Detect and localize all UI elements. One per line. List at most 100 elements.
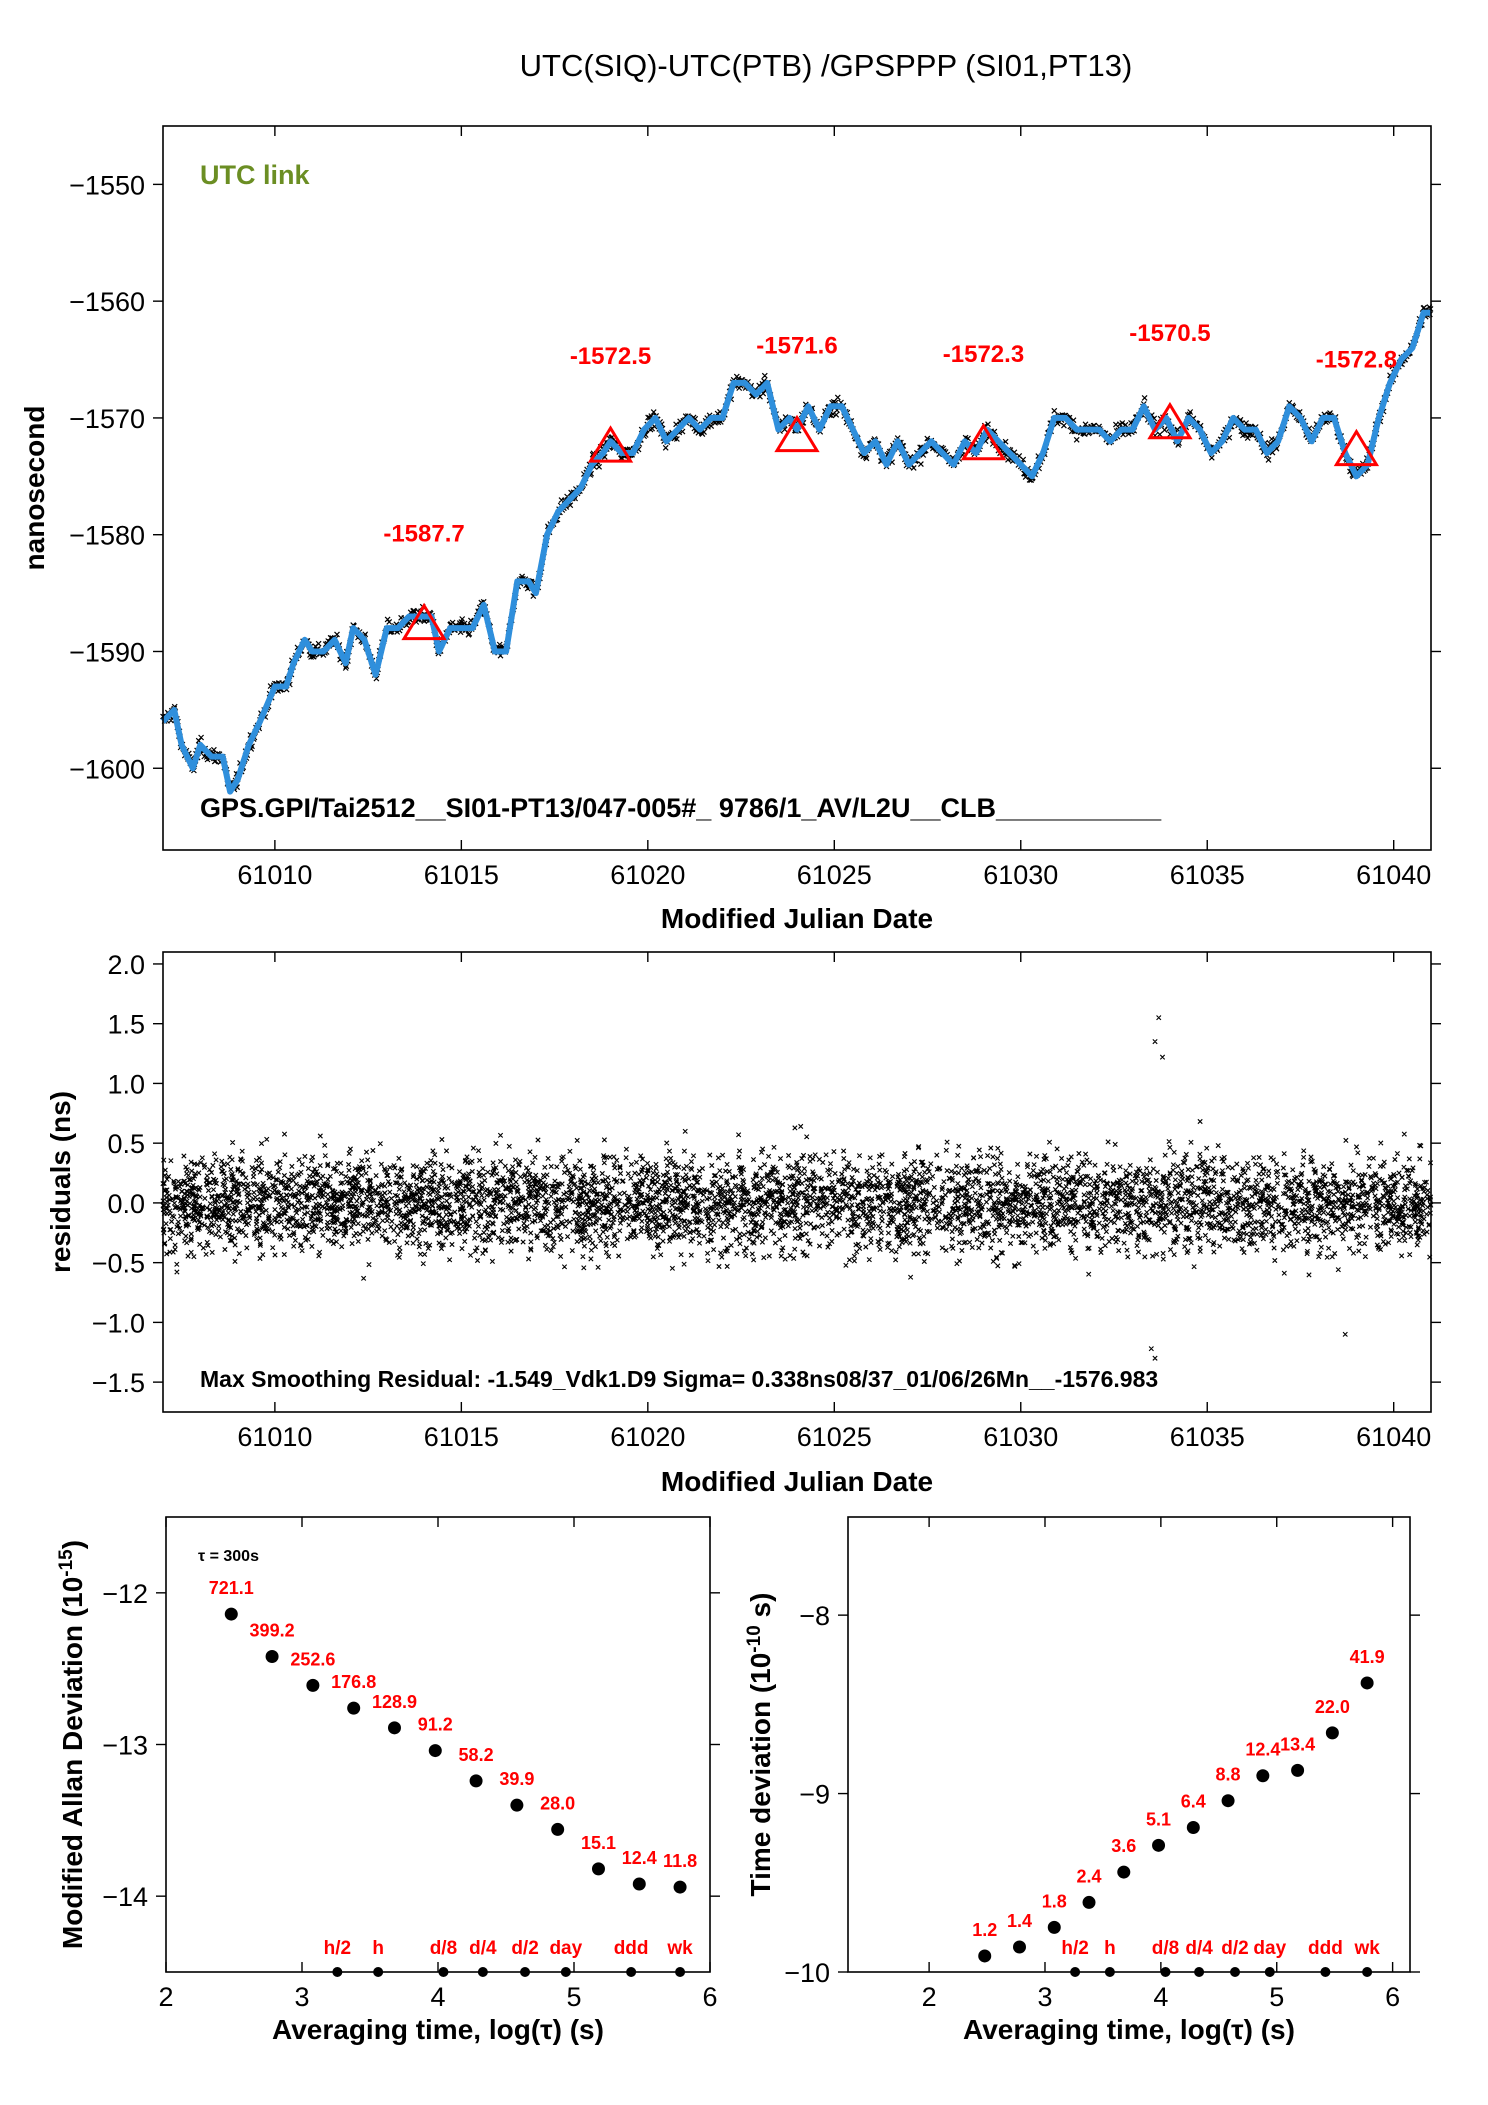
time-mark-label: h/2 <box>324 1938 351 1959</box>
y-tick-label: −1.0 <box>92 1308 145 1338</box>
x-tick-label: 61040 <box>1356 860 1431 890</box>
time-mark-dot <box>438 1967 449 1977</box>
marker-triangle <box>960 422 1007 461</box>
deviation-point <box>1221 1794 1235 1808</box>
deviation-point <box>224 1607 238 1621</box>
x-tick-label: 61015 <box>424 1422 499 1452</box>
time-mark-dot <box>1160 1967 1171 1977</box>
y-axis-label: residuals (ns) <box>45 1091 76 1273</box>
point-label: 176.8 <box>331 1672 376 1692</box>
deviation-point <box>510 1798 524 1812</box>
y-axis-label-exponent: -15 <box>56 1549 77 1577</box>
point-label: 252.6 <box>290 1649 335 1669</box>
y-tick-label: −1570 <box>69 404 145 434</box>
deviation-point <box>1291 1763 1305 1777</box>
time-mark-dot <box>477 1967 488 1977</box>
y-tick-label: −1.5 <box>92 1368 145 1398</box>
point-label: 12.4 <box>622 1848 657 1868</box>
point-label: 1.4 <box>1007 1911 1032 1931</box>
deviation-point <box>632 1877 646 1891</box>
x-axis-label: Modified Julian Date <box>661 903 933 934</box>
link-series-line <box>160 309 1431 795</box>
x-axis-label: Modified Julian Date <box>661 1466 933 1497</box>
x-tick-label: 6 <box>1385 1982 1400 2012</box>
x-tick-label: 61035 <box>1170 1422 1245 1452</box>
x-tick-label: 61020 <box>610 1422 685 1452</box>
y-tick-label: −14 <box>102 1882 148 1912</box>
residuals-panel: 61010 61015 61020 61025 61030 61035 61040 2.0 1.… <box>45 950 1441 1497</box>
deviation-point <box>673 1880 687 1894</box>
marker-triangle <box>1147 401 1193 440</box>
time-mark-label: h <box>1104 1938 1116 1959</box>
x-tick-label: 5 <box>1269 1982 1284 2012</box>
marker-label: -1587.7 <box>383 521 464 548</box>
point-label: 399.2 <box>250 1621 295 1641</box>
time-mark-dot <box>560 1967 571 1977</box>
deviation-point <box>387 1721 401 1735</box>
time-mark-label: d/8 <box>430 1938 457 1959</box>
point-label: 128.9 <box>372 1692 417 1712</box>
link-footer: GPS.GPI/Tai2512__SI01-PT13/047-005#_ 978… <box>200 793 1162 823</box>
x-axis-label: Averaging time, log(τ) (s) <box>963 2014 1295 2045</box>
marker-label: -1572.3 <box>943 341 1024 368</box>
time-mark-label: d/8 <box>1152 1938 1179 1959</box>
x-tick-label: 61010 <box>237 1422 312 1452</box>
y-axis-label-main: Modified Allan Deviation (10 <box>57 1577 88 1949</box>
x-axis-label: Averaging time, log(τ) (s) <box>272 2014 604 2045</box>
marker-triangle <box>774 414 820 453</box>
x-tick-label: 3 <box>294 1982 309 2012</box>
x-tick-label: 61020 <box>610 860 685 890</box>
y-tick-label: −1550 <box>69 170 145 200</box>
point-label: 721.1 <box>209 1578 254 1598</box>
point-label: 1.8 <box>1042 1891 1067 1911</box>
y-tick-label: 1.0 <box>107 1069 145 1099</box>
point-label: 28.0 <box>540 1793 575 1813</box>
deviation-point <box>1012 1940 1026 1954</box>
deviation-point <box>591 1862 605 1876</box>
time-mark-dot <box>1230 1967 1241 1977</box>
y-tick-label: 2.0 <box>107 950 145 980</box>
time-mark-label: day <box>549 1938 582 1959</box>
marker-triangle <box>587 425 634 463</box>
y-tick-label: −0.5 <box>92 1249 145 1279</box>
y-tick-label: −1590 <box>69 637 145 667</box>
deviation-point <box>265 1650 279 1664</box>
deviation-point <box>428 1744 442 1758</box>
point-label: 39.9 <box>499 1769 534 1789</box>
y-tick-label: −9 <box>799 1780 830 1810</box>
time-mark-label: d/4 <box>1185 1938 1213 1959</box>
point-label: 91.2 <box>418 1715 453 1735</box>
time-mark-label: ddd <box>614 1938 649 1959</box>
marker-triangle <box>401 602 447 641</box>
point-label: 8.8 <box>1216 1765 1241 1785</box>
plot-frame <box>162 951 1432 1413</box>
time-mark-dot <box>675 1967 686 1977</box>
time-mark-dot <box>626 1967 637 1977</box>
x-tick-label: 3 <box>1037 1982 1052 2012</box>
y-tick-label: −1560 <box>69 287 145 317</box>
deviation-point <box>978 1949 992 1963</box>
time-mark-dot <box>1194 1967 1205 1977</box>
marker-label: -1572.8 <box>1316 347 1397 374</box>
x-tick-label: 61010 <box>237 860 312 890</box>
deviation-point <box>1152 1838 1166 1852</box>
time-mark-dot <box>1104 1967 1115 1977</box>
time-mark-label: h <box>372 1938 384 1959</box>
time-mark-dot <box>1362 1967 1373 1977</box>
point-label: 1.2 <box>972 1920 997 1940</box>
link-panel: 61010 61015 61020 61025 61030 61035 61040 −1550… <box>19 125 1441 934</box>
x-tick-label: 61025 <box>797 1422 872 1452</box>
time-mark-dot <box>332 1967 343 1977</box>
deviation-point <box>551 1822 565 1836</box>
marker-label: -1570.5 <box>1129 320 1210 347</box>
deviation-point <box>1047 1920 1061 1934</box>
time-mark-label: ddd <box>1308 1938 1343 1959</box>
x-tick-label: 61015 <box>424 860 499 890</box>
point-label: 5.1 <box>1146 1809 1171 1829</box>
time-mark-label: wk <box>1353 1938 1380 1959</box>
point-label: 3.6 <box>1111 1836 1136 1856</box>
y-tick-label: −12 <box>102 1579 148 1609</box>
x-tick-label: 2 <box>158 1982 173 2012</box>
point-label: 6.4 <box>1181 1791 1206 1811</box>
